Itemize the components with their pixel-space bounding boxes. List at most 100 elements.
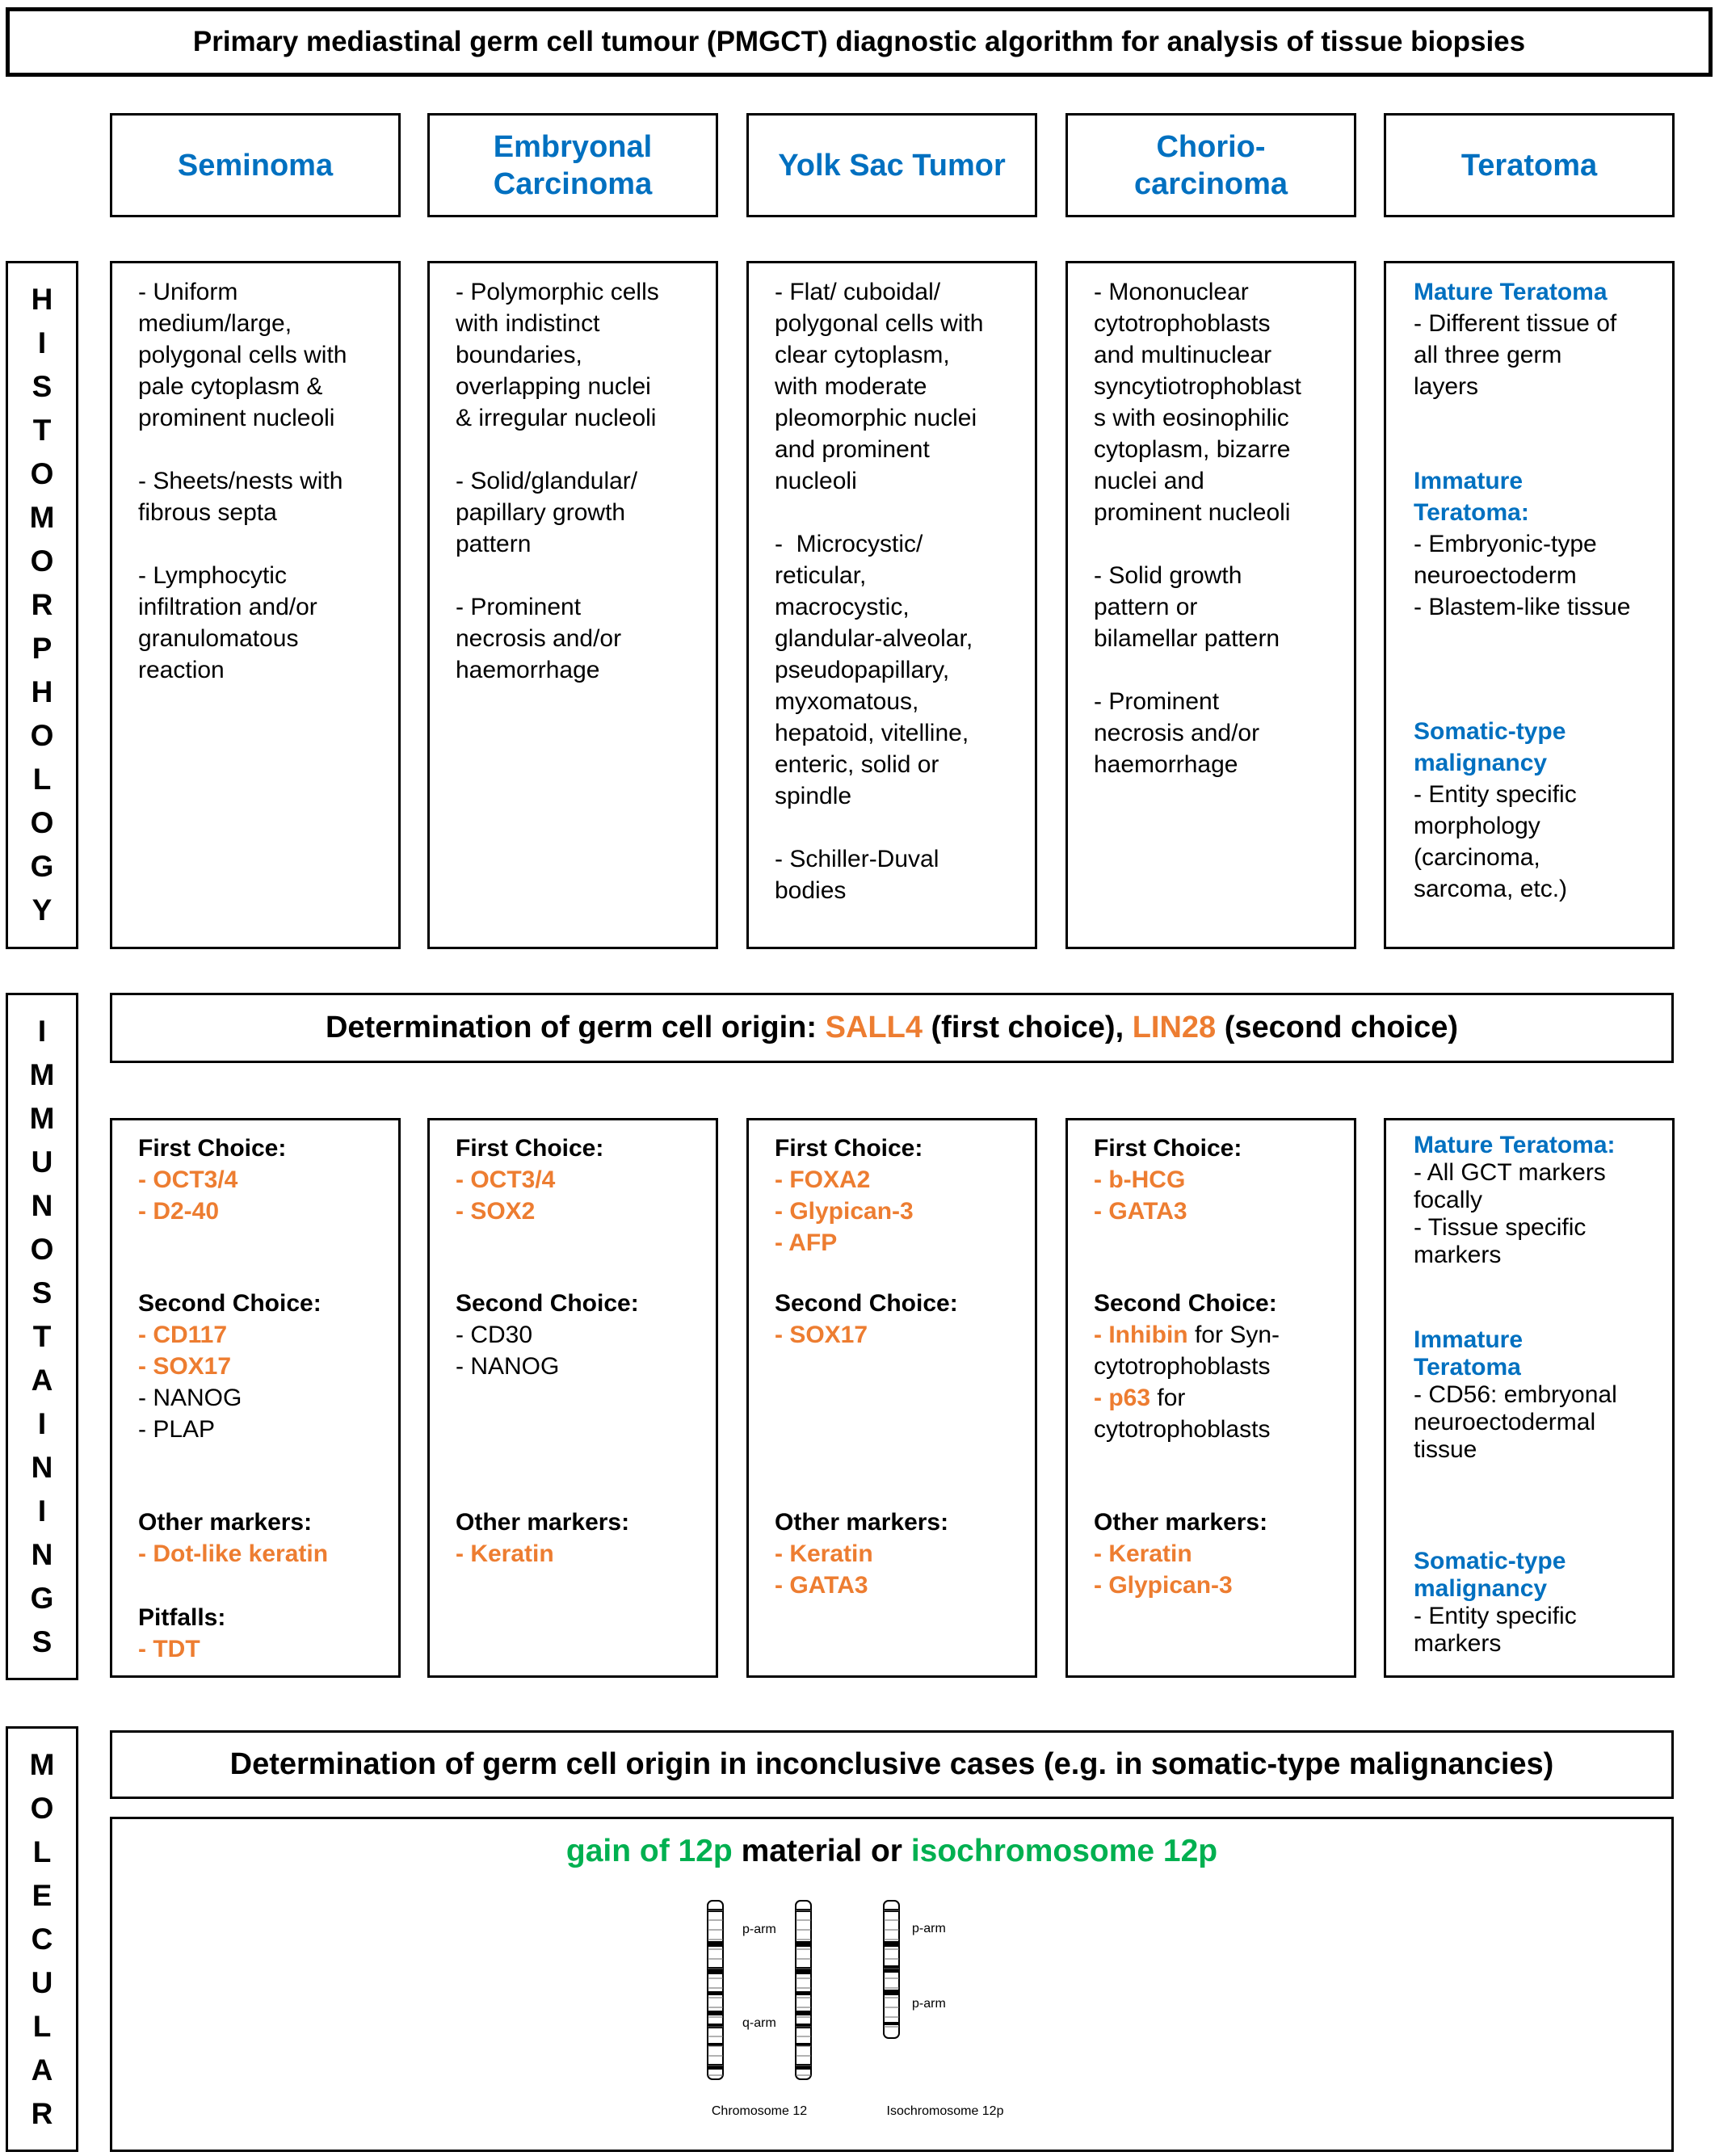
paragraph: Other markers: - Keratin - GATA3	[775, 1507, 948, 1601]
column-header-line: Seminoma	[177, 148, 334, 183]
paragraph: Second Choice: - SOX17	[775, 1288, 958, 1351]
text-line: Immature	[1414, 468, 1524, 494]
text-line: Teratoma:	[1414, 499, 1529, 526]
text-line: Second Choice:	[775, 1290, 958, 1317]
text-line: and multinuclear	[1094, 342, 1272, 368]
text-line: - Microcystic/	[775, 531, 923, 557]
text-line: - D2-40	[138, 1198, 220, 1225]
section-label: HISTOMORPHOLOGY	[6, 261, 78, 949]
paragraph: - Solid growth pattern or bilamellar patte…	[1094, 560, 1280, 654]
text-line: layers	[1414, 373, 1479, 400]
column-header: Yolk Sac Tumor	[746, 113, 1037, 217]
text-line: fibrous septa	[138, 499, 277, 526]
paragraph: Somatic-type malignancy - Entity specific m…	[1414, 716, 1577, 905]
text-line: - Different tissue of	[1414, 310, 1617, 337]
text-line: - Uniform	[138, 279, 238, 305]
text-run: material or	[732, 1834, 911, 1868]
finding: gain of 12p material or isochromosome 12…	[110, 1834, 1674, 1869]
text-line: polygonal cells with	[775, 310, 984, 337]
text-line: - SOX17	[775, 1322, 868, 1348]
text-run: - p63	[1094, 1385, 1151, 1411]
section-label: IMMUNOSTAININGS	[6, 993, 78, 1680]
text-run: Determination of germ cell origin:	[325, 1011, 826, 1044]
text-line: Pitfalls:	[138, 1604, 226, 1631]
text-line: Mature Teratoma:	[1414, 1132, 1616, 1158]
text-line: - Tissue specific	[1414, 1214, 1587, 1241]
column-header-line: Chorio-	[1156, 129, 1266, 164]
text-line: - Blastem-like tissue	[1414, 594, 1631, 620]
banner: Determination of germ cell origin in inc…	[110, 1730, 1674, 1799]
paragraph: First Choice: - OCT3/4 - SOX2	[456, 1133, 603, 1227]
paragraph: Mature Teratoma: - All GCT markers focally…	[1414, 1132, 1616, 1269]
text-line: pleomorphic nuclei	[775, 405, 977, 431]
text-line: - CD56: embryonal	[1414, 1381, 1617, 1408]
text-line: markers	[1414, 1630, 1502, 1657]
text-line: - Mononuclear	[1094, 279, 1249, 305]
text-line: Second Choice:	[1094, 1290, 1277, 1317]
cell: First Choice: - OCT3/4 - SOX2 Second Choice…	[427, 1118, 718, 1678]
text-line: haemorrhage	[1094, 751, 1238, 778]
text-line: hepatoid, vitelline,	[775, 720, 969, 746]
text-line: Second Choice:	[138, 1290, 322, 1317]
text-line: - Solid/glandular/	[456, 468, 638, 494]
text-line: - OCT3/4	[138, 1166, 238, 1193]
column-header-line: Carcinoma	[493, 166, 653, 201]
text-line: infiltration and/or	[138, 594, 317, 620]
text-line: - Solid growth	[1094, 562, 1242, 589]
text-line: - Entity specific	[1414, 1603, 1577, 1629]
text-line: necrosis and/or	[1094, 720, 1260, 746]
paragraph: Other markers: - Keratin - Glypican-3	[1094, 1507, 1267, 1601]
text-line: Mature Teratoma	[1414, 279, 1608, 305]
column-header: Seminoma	[110, 113, 401, 217]
text-line: nucleoli	[775, 468, 857, 494]
text-line: papillary growth	[456, 499, 626, 526]
text-line: neuroectoderm	[1414, 562, 1577, 589]
text-line: prominent nucleoli	[1094, 499, 1291, 526]
text-line: - b-HCG	[1094, 1166, 1186, 1193]
text-line: - Entity specific	[1414, 781, 1577, 808]
paragraph: - Uniform medium/large, polygonal cells wi…	[138, 276, 347, 434]
text-run: LIN28	[1132, 1011, 1217, 1044]
section-label-text: MOLECULAR	[29, 1747, 55, 2130]
column-header: Embryonal Carcinoma	[427, 113, 718, 217]
text-line: - Embryonic-type	[1414, 531, 1597, 557]
text-line: bodies	[775, 877, 847, 904]
text-line: Other markers:	[138, 1509, 313, 1536]
section-label-text: HISTOMORPHOLOGY	[29, 283, 55, 927]
paragraph: Other markers: - Keratin	[456, 1507, 629, 1570]
text-line: boundaries,	[456, 342, 582, 368]
text-line: - Inhibin for Syn-	[1094, 1319, 1280, 1351]
text-line: - CD30	[456, 1322, 533, 1348]
text-line: cytoplasm, bizarre	[1094, 436, 1291, 463]
text-line: focally	[1414, 1187, 1483, 1213]
paragraph: Immature Teratoma - CD56: embryonal neuroec…	[1414, 1326, 1617, 1464]
text-line: granulomatous	[138, 625, 299, 652]
text-line: glandular-alveolar,	[775, 625, 973, 652]
text-line: First Choice:	[138, 1135, 287, 1162]
paragraph: Somatic-type malignancy - Entity specific m…	[1414, 1548, 1577, 1658]
banner-text: Determination of germ cell origin in inc…	[229, 1747, 1554, 1781]
text-line: - FOXA2	[775, 1166, 871, 1193]
text-line: clear cytoplasm,	[775, 342, 950, 368]
text-line: pattern	[456, 531, 532, 557]
column-header-line: carcinoma	[1133, 166, 1288, 201]
text-line: with indistinct	[456, 310, 600, 337]
text-line: overlapping nuclei	[456, 373, 651, 400]
text-line: - AFP	[775, 1229, 838, 1256]
paragraph: - Mononuclear cytotrophoblasts and multinu…	[1094, 276, 1301, 528]
banner: Determination of germ cell origin: SALL4…	[110, 993, 1674, 1063]
text-line: - Glypican-3	[775, 1198, 914, 1225]
paragraph: - Flat/ cuboidal/polygonal cells with cle…	[775, 276, 983, 497]
cell: - Polymorphic cells with indistinct bounda…	[427, 261, 718, 949]
text-run: (first choice),	[922, 1011, 1133, 1044]
text-line: - p63 for	[1094, 1382, 1280, 1414]
text-line: s with eosinophilic	[1094, 405, 1289, 431]
text-line: pale cytoplasm &	[138, 373, 323, 400]
text-line: tissue	[1414, 1436, 1477, 1463]
text-line: necrosis and/or	[456, 625, 622, 652]
text-run: (second choice)	[1216, 1011, 1459, 1044]
text-line: - Schiller-Duval	[775, 846, 939, 872]
text-line: - Prominent	[456, 594, 582, 620]
text-line: First Choice:	[775, 1135, 923, 1162]
cell: Mature Teratoma: - All GCT markers focally…	[1384, 1118, 1675, 1678]
